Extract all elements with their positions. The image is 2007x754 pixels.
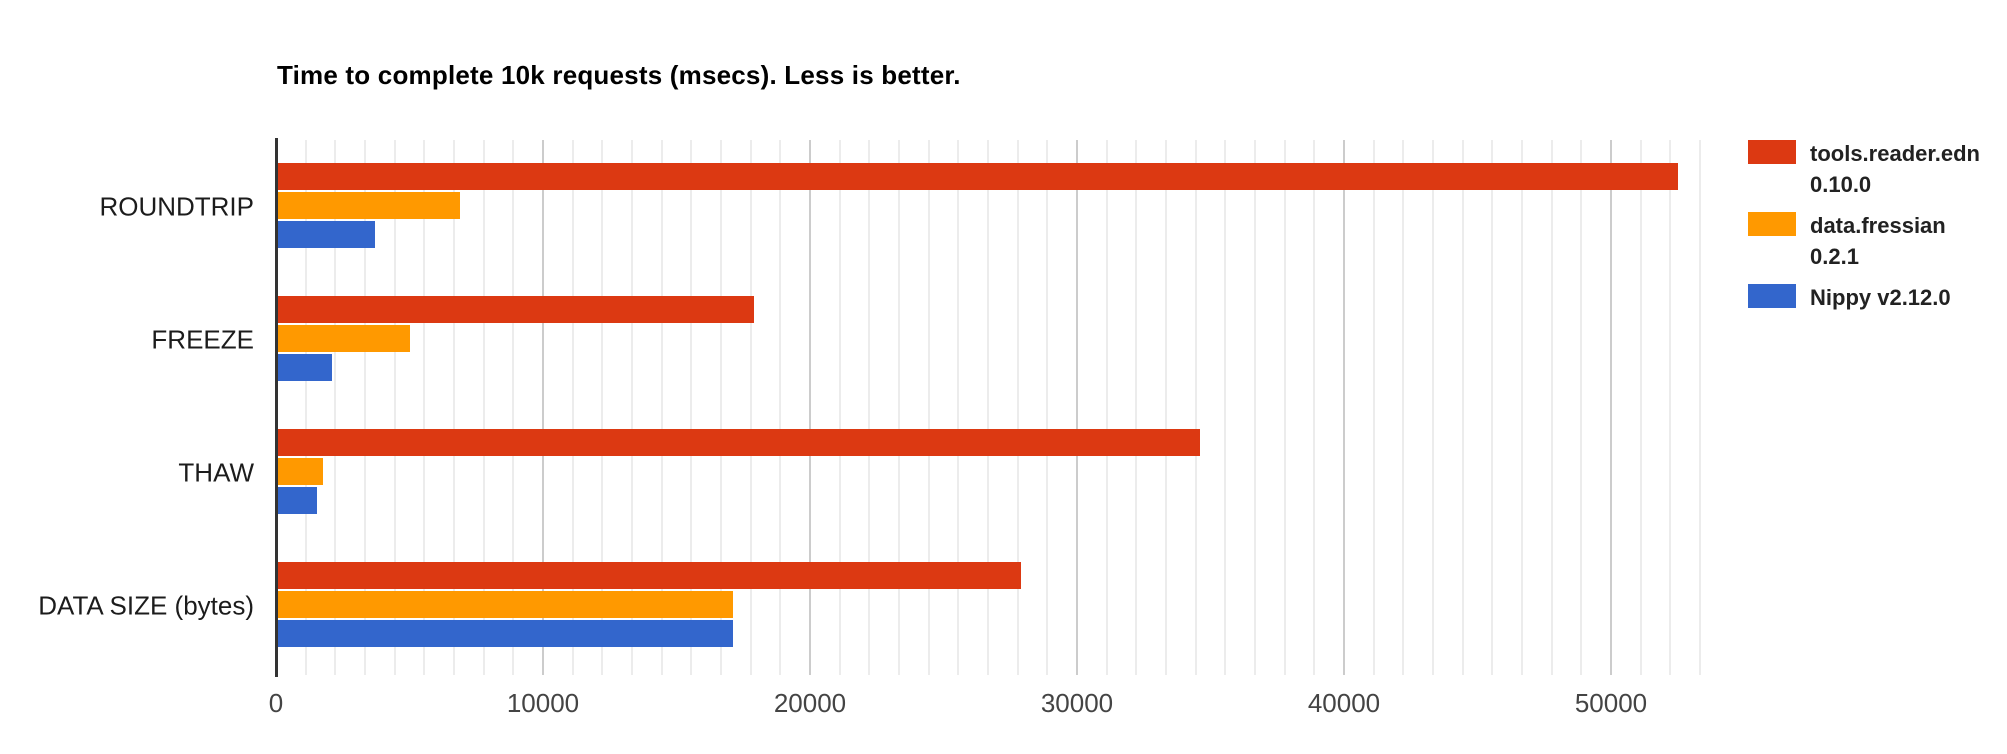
- bar-freeze-series-1: [278, 325, 410, 352]
- legend-label: tools.reader.edn 0.10.0: [1810, 141, 1980, 197]
- minor-gridline: [423, 140, 426, 675]
- minor-gridline: [334, 140, 337, 675]
- legend-label: data.fressian 0.2.1: [1810, 213, 1946, 269]
- x-axis-zero-line: [275, 138, 278, 677]
- minor-gridline: [512, 140, 515, 675]
- minor-gridline: [1016, 140, 1019, 675]
- minor-gridline: [1669, 140, 1672, 675]
- legend-entry: Nippy v2.12.0: [1748, 282, 1980, 313]
- major-gridline: [542, 140, 544, 675]
- category-label: ROUNDTRIP: [99, 191, 254, 221]
- minor-gridline: [1283, 140, 1286, 675]
- minor-gridline: [660, 140, 663, 675]
- minor-gridline: [601, 140, 604, 675]
- x-tick-label: 40000: [1307, 688, 1381, 718]
- minor-gridline: [1194, 140, 1197, 675]
- minor-gridline: [749, 140, 752, 675]
- minor-gridline: [1402, 140, 1405, 675]
- bar-thaw-series-2: [278, 487, 317, 514]
- bar-thaw-series-0: [278, 429, 1200, 456]
- legend-label: Nippy v2.12.0: [1810, 285, 1951, 310]
- minor-gridline: [1639, 140, 1642, 675]
- x-tick-label: 50000: [1574, 688, 1648, 718]
- major-gridline: [1610, 140, 1612, 675]
- bar-roundtrip-series-1: [278, 192, 461, 219]
- bar-data-size-bytes-series-0: [278, 562, 1021, 589]
- major-gridline: [809, 140, 811, 675]
- minor-gridline: [957, 140, 960, 675]
- bar-roundtrip-series-2: [278, 221, 375, 248]
- minor-gridline: [453, 140, 455, 675]
- bar-thaw-series-1: [278, 458, 323, 485]
- minor-gridline: [1046, 140, 1049, 675]
- minor-gridline: [1491, 140, 1494, 675]
- minor-gridline: [1313, 140, 1316, 675]
- category-label: DATA SIZE (bytes): [38, 590, 254, 620]
- minor-gridline: [364, 140, 366, 675]
- category-label: FREEZE: [151, 324, 254, 354]
- minor-gridline: [868, 140, 871, 675]
- legend-swatch: [1748, 212, 1796, 236]
- minor-gridline: [987, 140, 989, 675]
- major-gridline: [1343, 140, 1345, 675]
- minor-gridline: [1105, 140, 1108, 675]
- legend-entry: data.fressian 0.2.1: [1748, 210, 1980, 272]
- minor-gridline: [1580, 140, 1583, 675]
- minor-gridline: [1432, 140, 1434, 675]
- minor-gridline: [898, 140, 900, 675]
- category-label: THAW: [178, 457, 254, 487]
- minor-gridline: [304, 140, 307, 675]
- legend-entry: tools.reader.edn 0.10.0: [1748, 138, 1980, 200]
- minor-gridline: [927, 140, 930, 675]
- minor-gridline: [779, 140, 782, 675]
- bar-data-size-bytes-series-2: [278, 620, 733, 647]
- x-tick-label: 0: [268, 688, 284, 718]
- bar-freeze-series-2: [278, 354, 333, 381]
- minor-gridline: [690, 140, 693, 675]
- x-tick-label: 10000: [506, 688, 580, 718]
- minor-gridline: [1372, 140, 1375, 675]
- minor-gridline: [1521, 140, 1523, 675]
- minor-gridline: [482, 140, 485, 675]
- minor-gridline: [571, 140, 574, 675]
- x-tick-label: 20000: [773, 688, 847, 718]
- major-gridline: [1076, 140, 1078, 675]
- minor-gridline: [720, 140, 722, 675]
- minor-gridline: [838, 140, 841, 675]
- minor-gridline: [393, 140, 396, 675]
- chart-title: Time to complete 10k requests (msecs). L…: [277, 60, 961, 90]
- bar-data-size-bytes-series-1: [278, 591, 733, 618]
- legend: tools.reader.edn 0.10.0 data.fressian 0.2…: [1748, 138, 1980, 313]
- bar-roundtrip-series-0: [278, 163, 1678, 190]
- minor-gridline: [1550, 140, 1553, 675]
- bar-freeze-series-0: [278, 296, 754, 323]
- minor-gridline: [1224, 140, 1227, 675]
- minor-gridline: [1135, 140, 1138, 675]
- minor-gridline: [631, 140, 633, 675]
- minor-gridline: [1461, 140, 1464, 675]
- minor-gridline: [1165, 140, 1167, 675]
- minor-gridline: [1699, 140, 1701, 675]
- legend-swatch: [1748, 140, 1796, 164]
- minor-gridline: [1254, 140, 1256, 675]
- x-tick-label: 30000: [1040, 688, 1114, 718]
- legend-swatch: [1748, 284, 1796, 308]
